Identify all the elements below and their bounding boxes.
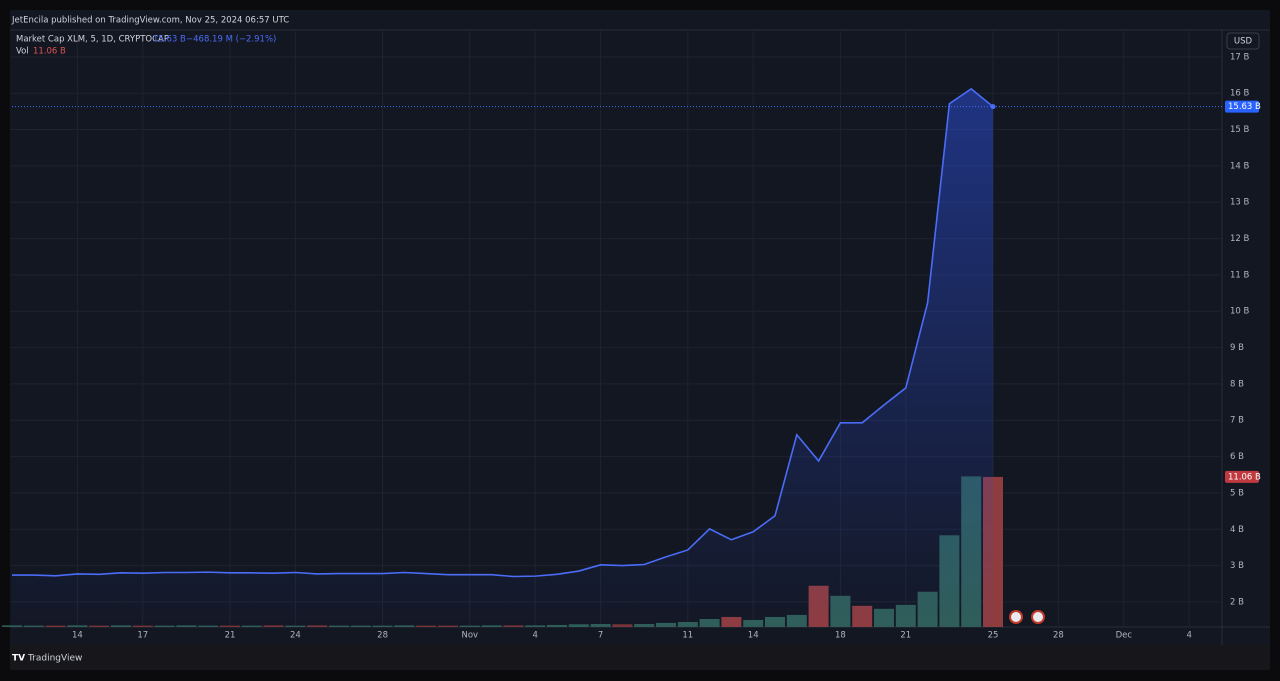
x-tick-label: Nov: [462, 631, 479, 641]
y-tick-label: 13 B: [1230, 198, 1250, 208]
footer-brand: TradingView: [27, 654, 82, 664]
legend-change: −468.19 M (−2.91%): [186, 35, 276, 45]
plot: 2 B 3 B 4 B 5 B 6 B 7 B 8 B 9 B 10 B 11 B 12 B 13 B…: [2, 30, 1250, 641]
x-tick-label: 28: [377, 631, 388, 641]
price-tag: [1225, 100, 1259, 113]
x-tick-label: 11: [682, 631, 693, 641]
x-tick-label: 4: [532, 631, 537, 641]
currency[interactable]: USD: [1234, 37, 1253, 47]
event-icon[interactable]: [1009, 610, 1023, 624]
x-tick-label: 25: [988, 631, 999, 641]
x-tick-label: 14: [748, 631, 759, 641]
area-fill: [12, 88, 993, 628]
y-tick-label: 17 B: [1230, 52, 1250, 62]
y-tick-label: 2 B: [1230, 597, 1244, 607]
x-tick-label: 21: [900, 631, 911, 641]
event-icon[interactable]: [1031, 610, 1045, 624]
legend-volume: 11.06 B: [33, 47, 66, 57]
x-tick-label: 4: [1186, 631, 1191, 641]
y-tick-label: 11 B: [1230, 270, 1250, 280]
y-tick-label: 8 B: [1230, 379, 1244, 389]
y-tick-label: 16 B: [1230, 89, 1250, 99]
x-tick-label: 24: [290, 631, 301, 641]
currency-box[interactable]: [1226, 32, 1260, 50]
price-tag-label: 15.63 B: [1228, 102, 1261, 112]
y-tick-label: 14 B: [1230, 161, 1250, 171]
volume-tag-label: 11.06 B: [1228, 472, 1261, 482]
footer-bar: [10, 645, 1270, 670]
volume-tag: [1225, 470, 1259, 483]
x-tick-label: Dec: [1116, 631, 1133, 641]
line: [12, 87, 994, 578]
y-tick-label: 5 B: [1230, 488, 1244, 498]
x-tick-label: 21: [225, 631, 236, 641]
last-point: [990, 104, 996, 110]
y-tick-label: 15 B: [1230, 125, 1250, 135]
x-tick-label: 7: [598, 631, 603, 641]
y-tick-label: 3 B: [1230, 561, 1244, 571]
y-tick-label: 7 B: [1230, 416, 1244, 426]
x-tick-label: 14: [72, 631, 83, 641]
footer-logo: TV: [12, 654, 25, 664]
y-tick-label: 12 B: [1230, 234, 1250, 244]
x-tick-label: 28: [1053, 631, 1064, 641]
header: JetEncila published on TradingView.com, …: [11, 16, 289, 26]
y-tick-label: 10 B: [1230, 307, 1250, 317]
panel: [10, 10, 1270, 670]
y-tick-label: 6 B: [1230, 452, 1244, 462]
y-tick-label: 9 B: [1230, 343, 1244, 353]
x-tick-label: 18: [835, 631, 846, 641]
legend-volume-name: Vol: [16, 47, 29, 57]
y-tick-label: 4 B: [1230, 525, 1244, 535]
event-markers[interactable]: [1009, 610, 1045, 624]
legend-value: 15.63 B: [153, 35, 186, 45]
x-tick-label: 17: [137, 631, 148, 641]
legend-symbol: Market Cap XLM, 5, 1D, CRYPTOCAP: [16, 35, 169, 45]
